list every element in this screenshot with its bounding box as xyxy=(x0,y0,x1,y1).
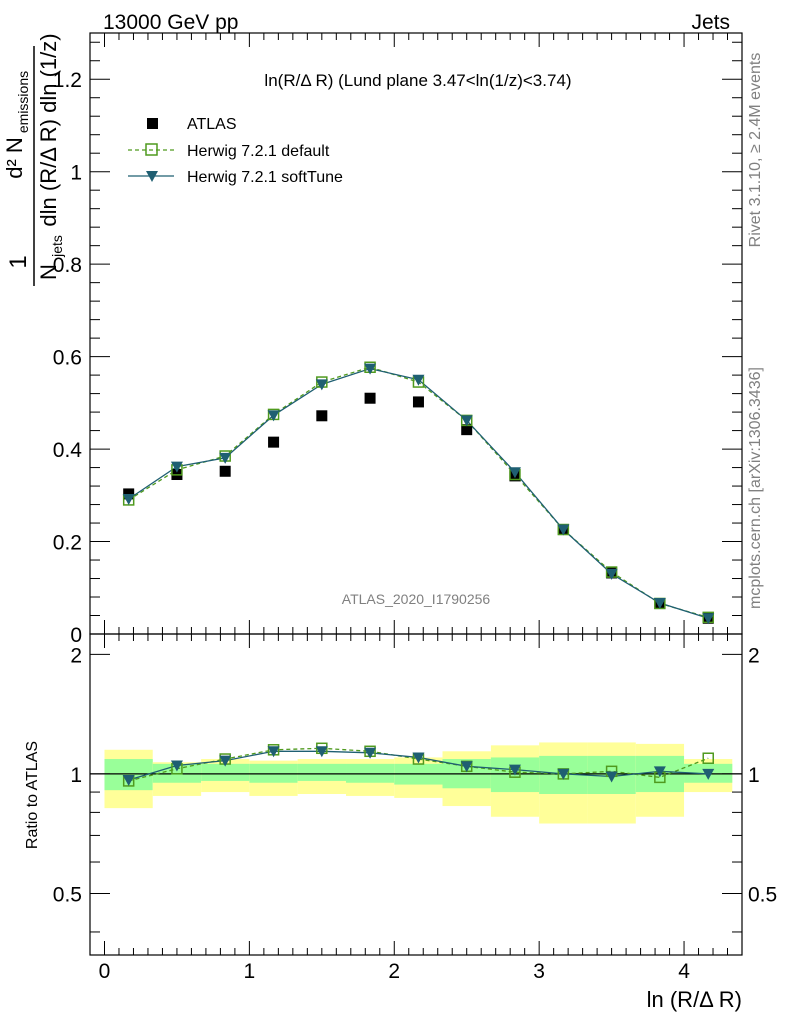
main-point-herwig-7-2-1-softtune xyxy=(605,568,618,580)
main-y-tick-label: 0 xyxy=(70,624,82,647)
ratio-point-herwig-7-2-1-softtune xyxy=(557,768,570,780)
ratio-point-herwig-7-2-1-softtune xyxy=(122,775,135,787)
ratio-point-herwig-7-2-1-softtune xyxy=(412,752,425,764)
x-tick-label: 2 xyxy=(388,960,400,983)
ratio-point-herwig-7-2-1-default xyxy=(702,752,714,764)
main-point-atlas xyxy=(268,436,280,448)
main-point-atlas xyxy=(123,488,135,500)
plot-title: ln(R/Δ R) (Lund plane 3.47<ln(1/z)<3.74) xyxy=(264,71,571,90)
main-y-tick-label: 1 xyxy=(70,162,82,185)
ratio-point-herwig-7-2-1-softtune xyxy=(605,771,618,783)
main-y-tick-label: 0.6 xyxy=(53,347,82,370)
main-point-herwig-7-2-1-softtune xyxy=(508,467,521,479)
mcplots-label: mcplots.cern.ch [arXiv:1306.3436] xyxy=(747,367,764,609)
main-y-tick-label: 1.2 xyxy=(53,69,82,92)
main-point-atlas xyxy=(412,396,424,408)
main-point-atlas xyxy=(316,410,328,422)
ratio-ylabel: Ratio to ATLAS xyxy=(24,741,41,849)
main-ylabel-denominator-rest: dln (R/Δ R) dln (1/z) xyxy=(36,33,61,226)
main-ylabel-one: 1 xyxy=(5,255,32,268)
data-series xyxy=(122,361,715,787)
ratio-y-tick-label-left: 0.5 xyxy=(53,883,82,906)
ratio-point-herwig-7-2-1-softtune xyxy=(267,746,280,758)
header-left: 13000 GeV pp xyxy=(103,11,238,34)
ratio-y-tick-label-right: 2 xyxy=(748,644,760,667)
axes: 0 1 2 3 4 0 0.2 0.4 0.6 0.8 1 1.2 0.5 0.5 1 1 2 2 xyxy=(53,32,777,983)
ratio-point-herwig-7-2-1-softtune xyxy=(315,746,328,758)
main-point-herwig-7-2-1-softtune xyxy=(653,598,666,610)
legend-default-label: Herwig 7.2.1 default xyxy=(187,143,330,160)
legend-atlas-label: ATLAS xyxy=(187,116,237,133)
main-point-herwig-7-2-1-softtune xyxy=(702,613,715,625)
ratio-y-tick-label-left: 2 xyxy=(70,644,82,667)
main-point-herwig-7-2-1-softtune xyxy=(267,410,280,422)
ratio-point-herwig-7-2-1-softtune xyxy=(170,760,183,772)
x-tick-label: 4 xyxy=(678,960,690,983)
ratio-point-herwig-7-2-1-softtune xyxy=(702,768,715,780)
x-tick-label: 0 xyxy=(99,960,111,983)
rivet-label: Rivet 3.1.10, ≥ 2.4M events xyxy=(747,53,764,248)
x-axis-label: ln (R/Δ R) xyxy=(647,987,742,1012)
main-point-herwig-7-2-1-softtune xyxy=(412,374,425,386)
main-ylabel-numerator-sub: emissions xyxy=(15,71,31,133)
header-right: Jets xyxy=(691,11,730,34)
ratio-point-herwig-7-2-1-softtune xyxy=(653,766,666,778)
main-point-herwig-7-2-1-softtune xyxy=(219,452,232,464)
main-point-herwig-7-2-1-softtune xyxy=(364,363,377,375)
ratio-plot-frame xyxy=(89,633,743,956)
ratio-point-herwig-7-2-1-softtune xyxy=(219,755,232,767)
legend-softtune-marker xyxy=(146,171,158,182)
main-point-herwig-7-2-1-softtune xyxy=(557,524,570,536)
legend-softtune-label: Herwig 7.2.1 softTune xyxy=(187,169,343,186)
ratio-band-inner xyxy=(201,763,250,781)
main-point-herwig-7-2-1-softtune xyxy=(170,461,183,473)
main-point-atlas xyxy=(219,465,231,477)
main-point-herwig-7-2-1-softtune xyxy=(122,494,135,506)
main-ylabel-numerator: d² N xyxy=(2,137,27,179)
main-point-atlas xyxy=(461,424,473,436)
ratio-point-herwig-7-2-1-softtune xyxy=(364,747,377,759)
x-tick-label: 1 xyxy=(244,960,256,983)
legend-default-marker xyxy=(145,143,158,156)
main-point-herwig-7-2-1-softtune xyxy=(315,379,328,391)
x-tick-label: 3 xyxy=(533,960,545,983)
main-y-tick-label: 0.2 xyxy=(53,532,82,555)
legend-atlas-marker xyxy=(147,118,158,129)
main-point-atlas xyxy=(364,392,376,404)
main-y-tick-label: 0.4 xyxy=(53,439,83,462)
ratio-y-tick-label-right: 1 xyxy=(748,764,760,787)
ratio-point-herwig-7-2-1-softtune xyxy=(460,761,473,773)
ratio-y-tick-label-left: 1 xyxy=(70,764,82,787)
main-ylabel-denominator: N xyxy=(36,264,61,280)
main-ylabel-denominator-sub: jets xyxy=(49,235,65,258)
ratio-band-inner xyxy=(297,763,347,781)
main-point-herwig-7-2-1-softtune xyxy=(460,415,473,427)
analysis-watermark: ATLAS_2020_I1790256 xyxy=(342,591,491,607)
ratio-y-tick-label-right: 0.5 xyxy=(748,883,777,906)
legend: ATLAS Herwig 7.2.1 default Herwig 7.2.1 … xyxy=(128,116,343,186)
ratio-point-herwig-7-2-1-softtune xyxy=(508,764,521,776)
main-y-tick-label: 0.8 xyxy=(53,254,82,277)
